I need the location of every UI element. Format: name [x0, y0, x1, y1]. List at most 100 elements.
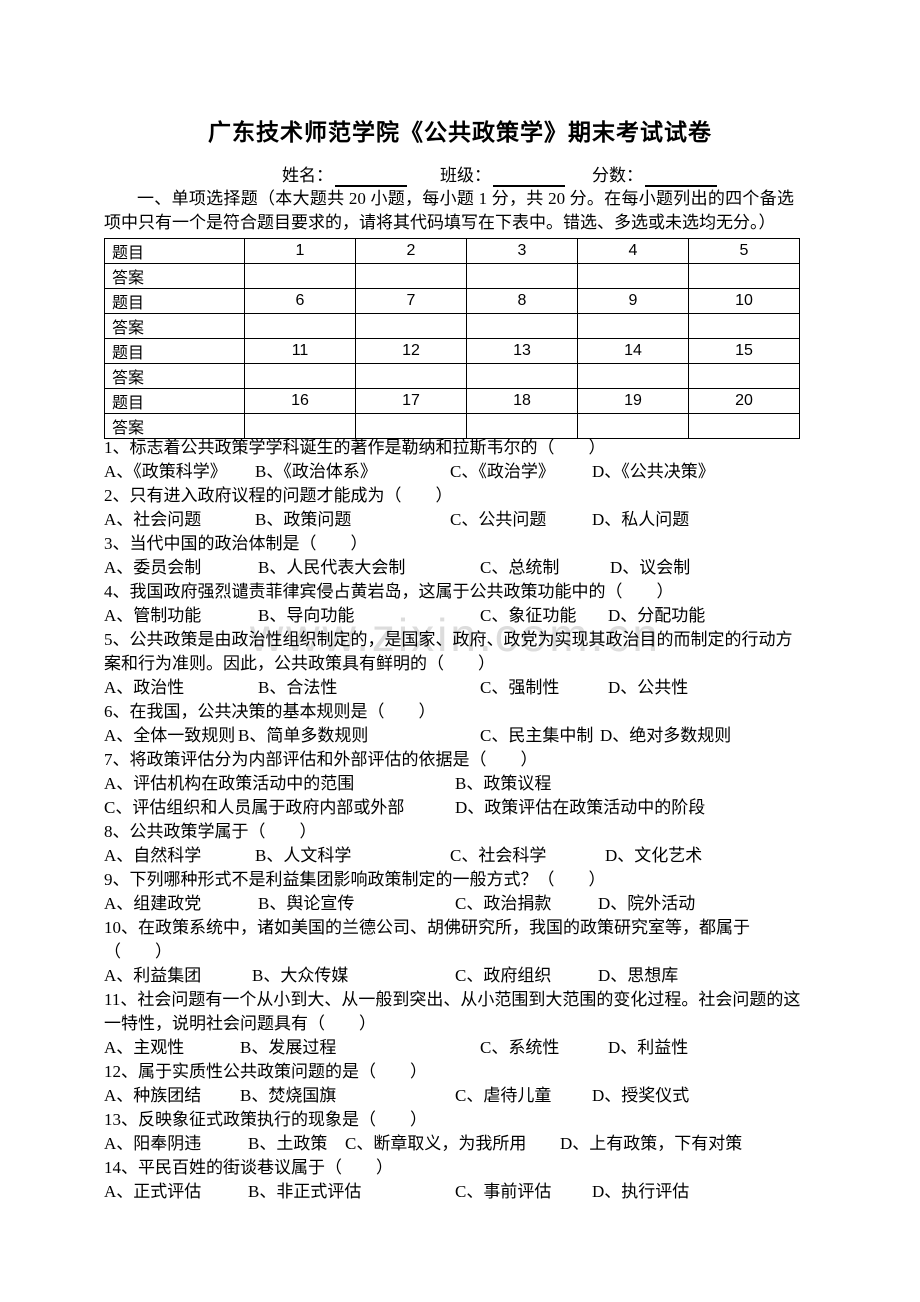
option-row: A、利益集团 B、大众传媒 C、政府组织 D、思想库	[104, 964, 804, 988]
question-number-cell: 16	[244, 388, 356, 414]
option-item: D、院外活动	[598, 894, 696, 913]
option-item: C、虐待儿童	[455, 1086, 552, 1105]
name-field-label: 姓名：	[282, 166, 333, 185]
answer-cell	[355, 413, 467, 439]
option-item: A、评估机构在政策活动中的范围	[104, 774, 355, 793]
question-text: 2、只有进入政府议程的问题才能成为（ ）	[104, 486, 453, 505]
option-item: A、主观性	[104, 1038, 185, 1057]
name-field-blank	[335, 165, 407, 187]
option-item: B、合法性	[258, 678, 338, 697]
option-item: C、政治捐款	[455, 894, 552, 913]
row-label-answer: 答案	[104, 363, 245, 389]
row-label-question: 题目	[104, 238, 245, 264]
answer-cell	[688, 363, 800, 389]
table-row-answers: 答案	[104, 313, 800, 339]
option-item: D、私人问题	[592, 510, 690, 529]
question-number-cell: 11	[244, 338, 356, 364]
option-item: A、全体一致规则	[104, 726, 236, 745]
question-text: 6、在我国，公共决策的基本规则是（ ）	[104, 702, 436, 721]
answer-cell	[688, 313, 800, 339]
question-text: 5、公共政策是由政治性组织制定的，是国家、政府、政党为实现其政治目的而制定的行动…	[104, 630, 793, 673]
option-item: A、种族团结	[104, 1086, 202, 1105]
option-item: A、自然科学	[104, 846, 202, 865]
answer-cell	[355, 263, 467, 289]
question-number-cell: 4	[577, 238, 689, 264]
option-item: C、强制性	[480, 678, 560, 697]
question-number-cell: 13	[466, 338, 578, 364]
answer-cell	[577, 413, 689, 439]
question-text: 13、反映象征式政策执行的现象是（ ）	[104, 1110, 427, 1129]
question-number-cell: 7	[355, 288, 467, 314]
option-item: D、公共性	[608, 678, 689, 697]
option-item: A、阳奉阴违	[104, 1134, 202, 1153]
option-item: B、土政策	[248, 1134, 328, 1153]
option-row: A、《政策科学》 B、《政治体系》 C、《政治学》 D、《公共决策》	[104, 460, 804, 484]
question-number-cell: 15	[688, 338, 800, 364]
option-item: C、评估组织和人员属于政府内部或外部	[104, 798, 405, 817]
score-field-blank	[645, 165, 717, 187]
option-item: A、委员会制	[104, 558, 202, 577]
page-title: 广东技术师范学院《公共政策学》期末考试试卷	[208, 120, 712, 145]
option-item: D、思想库	[598, 966, 679, 985]
option-item: D、授奖仪式	[592, 1086, 690, 1105]
row-label-answer: 答案	[104, 313, 245, 339]
option-item: B、人民代表大会制	[258, 558, 406, 577]
answer-cell	[688, 413, 800, 439]
table-row-answers: 答案	[104, 263, 800, 289]
answer-table: 题目 1 2 3 4 5 答案 题目 6 7 8 9 10 答案 题目 11 12 13 14 15 答案 题目 16 17 1…	[104, 238, 800, 439]
option-item: C、《政治学》	[450, 462, 555, 481]
question-text: 12、属于实质性公共政策问题的是（ ）	[104, 1062, 427, 1081]
option-item: D、政策评估在政策活动中的阶段	[455, 798, 706, 817]
question-number-cell: 1	[244, 238, 356, 264]
option-item: C、系统性	[480, 1038, 560, 1057]
option-item: D、分配功能	[608, 606, 706, 625]
question-number-cell: 19	[577, 388, 689, 414]
question-number-cell: 8	[466, 288, 578, 314]
option-item: C、断章取义，为我所用	[345, 1134, 527, 1153]
table-row-answers: 答案	[104, 413, 800, 439]
question-number-cell: 14	[577, 338, 689, 364]
option-item: B、焚烧国旗	[240, 1086, 337, 1105]
class-field-label: 班级：	[440, 166, 491, 185]
row-label-question: 题目	[104, 338, 245, 364]
answer-cell	[355, 363, 467, 389]
table-row-question-numbers: 题目 6 7 8 9 10	[104, 288, 800, 314]
answer-cell	[577, 313, 689, 339]
option-item: C、事前评估	[455, 1182, 552, 1201]
question-number-cell: 10	[688, 288, 800, 314]
question-text: 7、将政策评估分为内部评估和外部评估的依据是（ ）	[104, 750, 538, 769]
option-item: A、社会问题	[104, 510, 202, 529]
option-item: C、象征功能	[480, 606, 577, 625]
question-text: 14、平民百姓的街谈巷议属于（ ）	[104, 1158, 393, 1177]
option-item: C、民主集中制	[480, 726, 594, 745]
option-row: A、组建政党 B、舆论宣传 C、政治捐款 D、院外活动	[104, 892, 804, 916]
question-number-cell: 6	[244, 288, 356, 314]
table-row-answers: 答案	[104, 363, 800, 389]
option-row: C、评估组织和人员属于政府内部或外部 D、政策评估在政策活动中的阶段	[104, 796, 804, 820]
question-number-cell: 9	[577, 288, 689, 314]
class-field-blank	[493, 165, 565, 187]
option-row: A、管制功能 B、导向功能 C、象征功能 D、分配功能	[104, 604, 804, 628]
question-text: 1、标志着公共政策学学科诞生的著作是勒纳和拉斯韦尔的（ ）	[104, 438, 606, 457]
option-item: A、管制功能	[104, 606, 202, 625]
option-item: D、文化艺术	[605, 846, 703, 865]
option-item: D、《公共决策》	[592, 462, 715, 481]
option-item: D、上有政策，下有对策	[560, 1134, 743, 1153]
option-item: D、执行评估	[592, 1182, 690, 1201]
option-item: D、议会制	[610, 558, 691, 577]
name-field: 姓名：	[282, 161, 407, 187]
answer-cell	[688, 263, 800, 289]
question-text: 8、公共政策学属于（ ）	[104, 822, 317, 841]
answer-cell	[244, 263, 356, 289]
option-item: A、组建政党	[104, 894, 202, 913]
class-field: 班级：	[440, 161, 565, 187]
section-heading: 一、单项选择题（本大题共 20 小题，每小题 1 分，共 20 分。在每小题列出…	[104, 189, 794, 232]
option-item: A、利益集团	[104, 966, 202, 985]
answer-cell	[355, 313, 467, 339]
option-row: A、委员会制 B、人民代表大会制 C、总统制 D、议会制	[104, 556, 804, 580]
header-fields: 姓名： 班级： 分数：	[104, 161, 796, 187]
row-label-answer: 答案	[104, 263, 245, 289]
question-text: 3、当代中国的政治体制是（ ）	[104, 534, 368, 553]
question-number-cell: 18	[466, 388, 578, 414]
question-text: 10、在政策系统中，诸如美国的兰德公司、胡佛研究所，我国的政策研究室等，都属于（…	[104, 918, 750, 961]
